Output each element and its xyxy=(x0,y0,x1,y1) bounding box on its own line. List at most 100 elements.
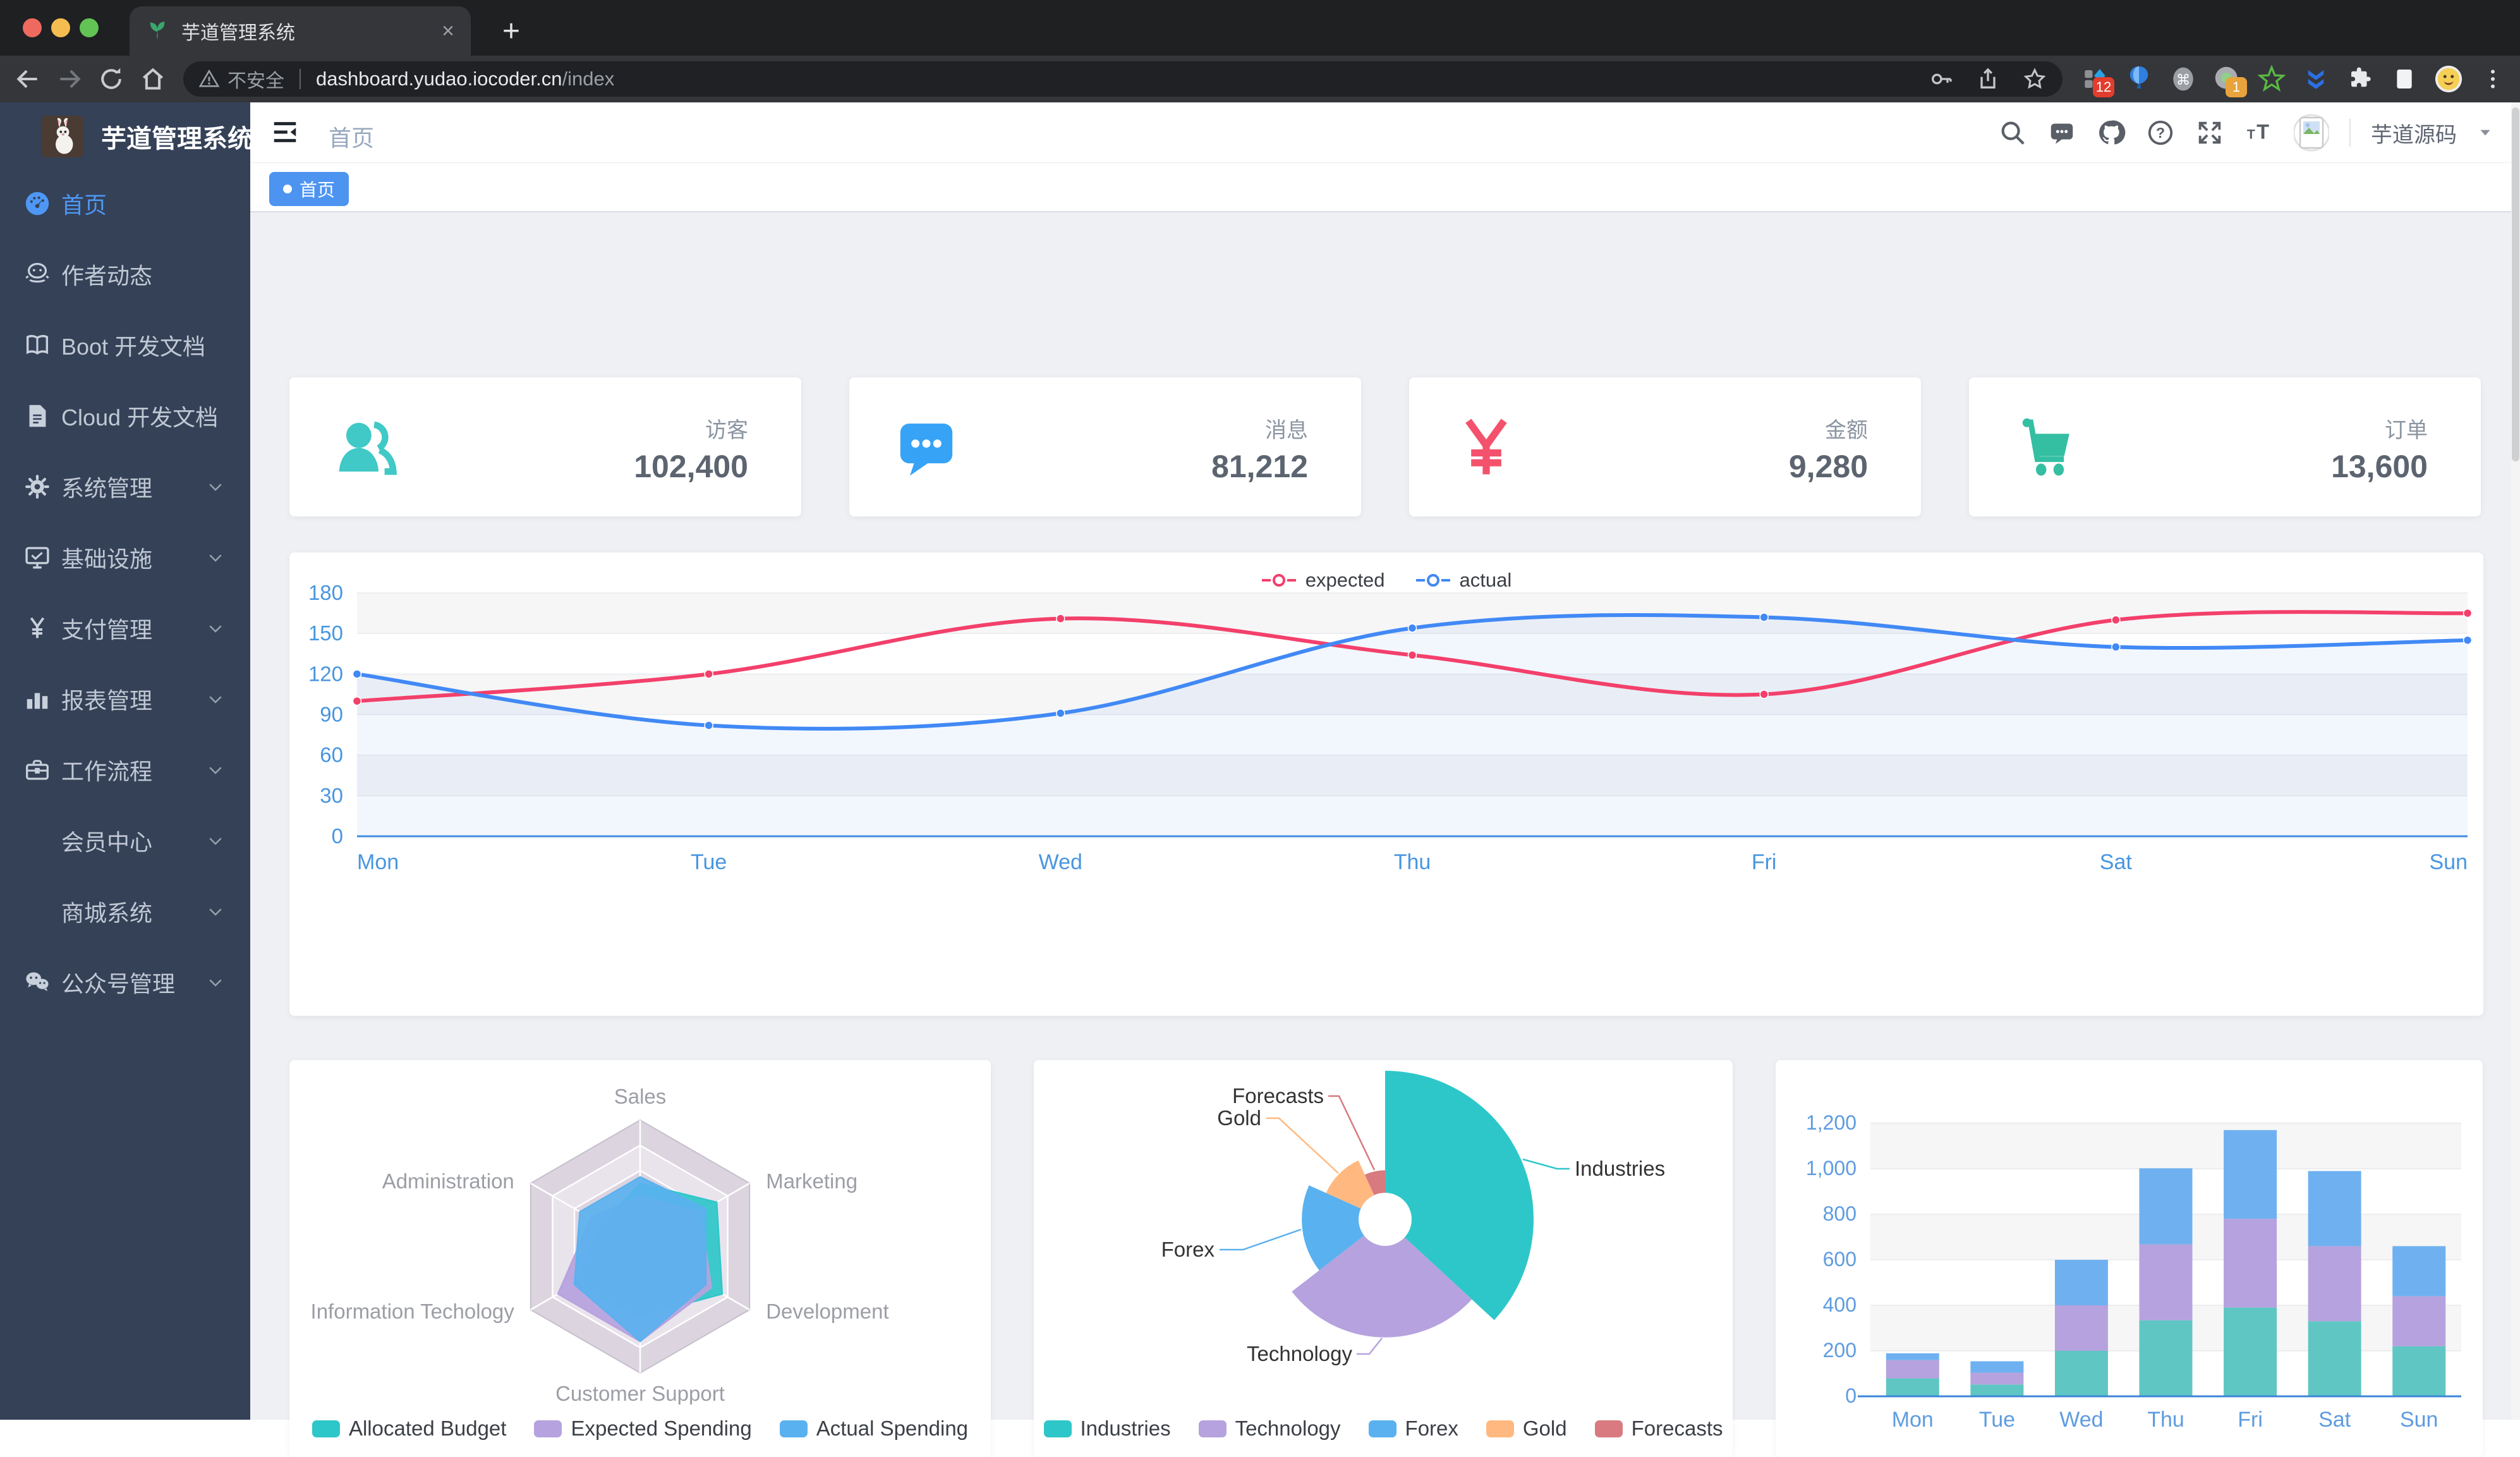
legend-item[interactable]: Technology xyxy=(1198,1417,1341,1441)
fullscreen-icon[interactable] xyxy=(2195,118,2224,147)
pie-slice-label: Forecasts xyxy=(1232,1084,1324,1107)
radar-axis-label: Development xyxy=(766,1300,888,1323)
command-extension-icon[interactable]: ⌘ xyxy=(2169,64,2198,94)
sidebar-item-6[interactable]: 基础设施 xyxy=(0,522,250,593)
legend-label: expected xyxy=(1305,569,1385,591)
help-icon[interactable]: ? xyxy=(2146,118,2175,147)
chevron-down-icon xyxy=(209,979,222,987)
sidebar-item-11[interactable]: 商城系统 xyxy=(0,876,250,947)
sidebar-logo[interactable]: 芋道管理系统 xyxy=(0,102,253,171)
legend-item[interactable]: Actual Spending xyxy=(779,1417,968,1441)
reload-icon[interactable] xyxy=(97,65,125,93)
balloon-extension-icon[interactable] xyxy=(2124,64,2154,94)
chevron-down-icon[interactable] xyxy=(2477,125,2493,141)
username[interactable]: 芋道源码 xyxy=(2371,123,2457,147)
chevron-down-icon xyxy=(209,554,222,562)
user-avatar[interactable] xyxy=(2293,113,2330,153)
sidebar-item-label: Cloud 开发文档 xyxy=(61,405,219,430)
wechat-icon xyxy=(26,972,49,991)
breadcrumb[interactable]: 首页 xyxy=(329,125,375,151)
dashboard-icon xyxy=(25,192,49,216)
shopping-icon xyxy=(2022,418,2069,476)
close-window-button[interactable] xyxy=(23,18,42,37)
legend-item[interactable]: Gold xyxy=(1486,1417,1567,1441)
svg-text:T: T xyxy=(2256,121,2269,143)
github-icon[interactable] xyxy=(2097,118,2126,147)
scrollbar-thumb[interactable] xyxy=(2512,107,2519,461)
tab-close-icon[interactable]: × xyxy=(442,19,454,43)
browser-tab[interactable]: 芋道管理系统 × xyxy=(130,6,471,56)
sidebar-item-3[interactable]: Boot 开发文档 xyxy=(0,310,250,381)
zoom-window-button[interactable] xyxy=(80,18,99,37)
menu-kebab-icon[interactable] xyxy=(2478,64,2507,94)
star-extension-icon[interactable] xyxy=(2257,64,2286,94)
radar-chart-legend: Allocated Budget Expected Spending Actual … xyxy=(289,1417,991,1441)
chart-icon xyxy=(27,693,48,709)
home-icon[interactable] xyxy=(139,65,167,93)
search-icon[interactable] xyxy=(1998,118,2027,147)
svg-text:60: 60 xyxy=(320,743,343,767)
profile-avatar[interactable] xyxy=(2434,64,2463,94)
sidebar-item-label: 首页 xyxy=(61,192,107,218)
svg-text:30: 30 xyxy=(320,784,343,807)
legend-item[interactable]: Forex xyxy=(1368,1417,1458,1441)
legend-item[interactable]: Forecasts xyxy=(1594,1417,1723,1441)
svg-text:200: 200 xyxy=(1823,1339,1857,1362)
svg-text:Wed: Wed xyxy=(1039,850,1082,874)
share-icon[interactable] xyxy=(1975,66,2001,92)
legend-label: Expected Spending xyxy=(571,1417,752,1440)
chevrons-extension-icon[interactable] xyxy=(2301,64,2330,94)
back-icon[interactable] xyxy=(14,65,42,93)
sidebar-item-9[interactable]: 工作流程 xyxy=(0,735,250,805)
book-icon xyxy=(26,334,49,355)
svg-text:90: 90 xyxy=(320,703,343,726)
address-divider xyxy=(300,69,301,89)
svg-text:Thu: Thu xyxy=(1394,850,1431,874)
tag-home[interactable]: 首页 xyxy=(269,172,349,206)
legend-label: Forecasts xyxy=(1631,1417,1723,1440)
address-bar[interactable]: 不安全 dashboard.yudao.iocoder.cn/index xyxy=(183,61,2063,97)
stat-value: 102,400 xyxy=(634,449,748,484)
sidebar-item-1[interactable]: 首页 xyxy=(0,168,250,239)
sidebar-item-7[interactable]: 支付管理 xyxy=(0,593,250,664)
grid-extension-icon[interactable]: 12 xyxy=(2080,64,2114,97)
scrollbar[interactable] xyxy=(2511,102,2520,1420)
sidebar-item-2[interactable]: 作者动态 xyxy=(0,239,250,310)
reading-list-icon[interactable] xyxy=(2390,64,2419,94)
svg-text:180: 180 xyxy=(308,581,343,604)
security-status[interactable]: 不安全 xyxy=(198,65,284,93)
forward-icon[interactable] xyxy=(56,65,83,93)
monkey-extension-icon[interactable]: 1 xyxy=(2213,64,2247,97)
svg-text:120: 120 xyxy=(308,662,343,685)
legend-item[interactable]: Industries xyxy=(1043,1417,1171,1441)
sidebar-item-12[interactable]: 公众号管理 xyxy=(0,947,250,1018)
legend-item-expected[interactable]: expected xyxy=(1261,569,1385,592)
star-icon[interactable] xyxy=(2022,66,2047,92)
extensions-row: 12 ⌘ 1 xyxy=(2080,64,2507,97)
security-label: 不安全 xyxy=(227,71,284,92)
divider xyxy=(2349,119,2351,147)
legend-item-actual[interactable]: actual xyxy=(1415,569,1511,592)
sidebar-item-5[interactable]: 系统管理 xyxy=(0,451,250,522)
sidebar-item-4[interactable]: Cloud 开发文档 xyxy=(0,381,250,451)
svg-text:Fri: Fri xyxy=(1752,850,1777,874)
bar-chart: Mon Tue Wed Thu Fri Sat Sun 0 200 400 600 800 1,000 1… xyxy=(1806,1111,2461,1432)
svg-text:400: 400 xyxy=(1823,1293,1857,1316)
legend-item[interactable]: Allocated Budget xyxy=(312,1417,506,1441)
key-icon[interactable] xyxy=(1929,66,1954,92)
legend-item[interactable]: Expected Spending xyxy=(534,1417,752,1441)
sidebar-item-8[interactable]: 报表管理 xyxy=(0,664,250,735)
stat-card-4: 订单 13,600 xyxy=(1969,377,2481,516)
hamburger-icon[interactable] xyxy=(270,118,300,147)
sidebar-menu: 首页作者动态 Boot 开发文档 Cloud 开发文档系统管理 基础设施 支付管理 报表管… xyxy=(0,168,250,1018)
gear-icon xyxy=(25,475,49,499)
sidebar-item-10[interactable]: 会员中心 xyxy=(0,805,250,876)
tab-title: 芋道管理系统 xyxy=(181,23,295,44)
puzzle-icon[interactable] xyxy=(2346,64,2375,94)
minimize-window-button[interactable] xyxy=(51,18,70,37)
message-icon[interactable] xyxy=(2047,118,2076,147)
new-tab-button[interactable]: + xyxy=(502,15,521,48)
legend-swatch xyxy=(1043,1420,1072,1437)
